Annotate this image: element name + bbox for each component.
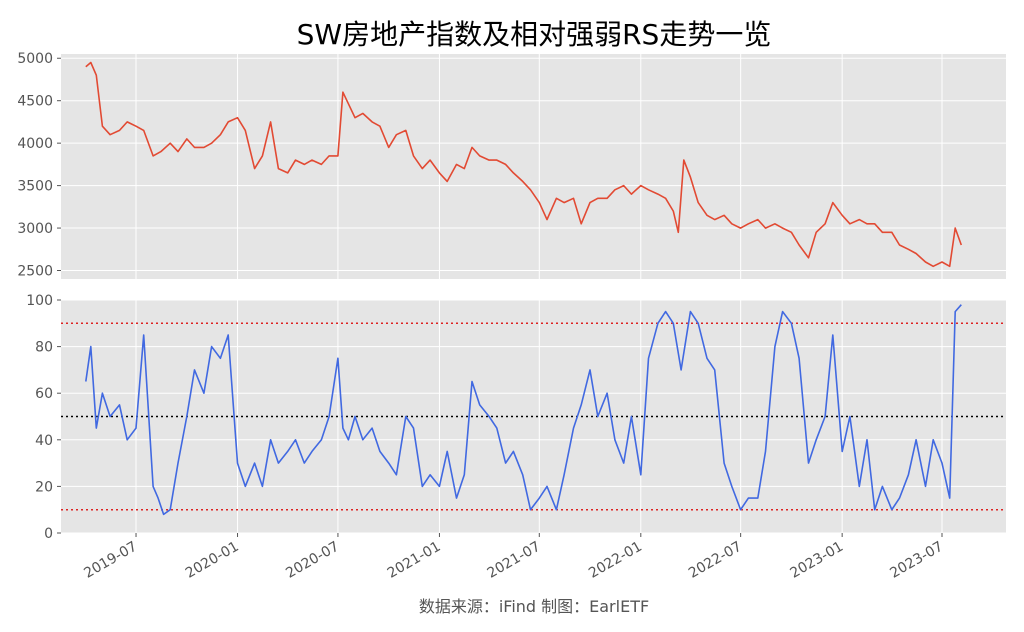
- x-tick-label: 2021-01: [385, 539, 444, 582]
- index-series: [85, 61, 963, 268]
- rs-y-tick-label: 40: [35, 433, 53, 449]
- x-tick-label: 2023-07: [887, 539, 946, 582]
- index-y-tick-label: 2500: [17, 264, 53, 280]
- rs-series: [85, 304, 962, 516]
- index-y-tick-label: 5000: [17, 51, 53, 67]
- index-y-ticks: 2500 3000 3500 4000 4500 5000: [17, 51, 61, 280]
- index-y-tick-label: 3000: [17, 221, 53, 237]
- x-tick-label: 2022-01: [586, 539, 645, 582]
- index-gridlines: [61, 54, 1006, 279]
- rs-y-tick-label: 100: [26, 293, 53, 309]
- rs-series-line: [85, 304, 962, 516]
- rs-y-tick-label: 80: [35, 340, 53, 356]
- x-tick-label: 2023-01: [787, 539, 846, 582]
- rs-y-tick-label: 20: [35, 479, 53, 495]
- index-y-tick-label: 4500: [17, 94, 53, 110]
- rs-y-ticks: 0 20 40 60 80 100: [26, 293, 61, 542]
- rs-y-tick-label: 60: [35, 386, 53, 402]
- index-plot-area: [61, 54, 1006, 279]
- index-y-tick-label: 3500: [17, 179, 53, 195]
- rs-y-tick-label: 0: [44, 526, 53, 542]
- rs-plot-area: [61, 300, 1006, 533]
- rs-gridlines: [61, 299, 1006, 534]
- x-tick-label: 2019-07: [81, 539, 140, 582]
- x-tick-label: 2020-01: [183, 539, 242, 582]
- index-y-tick-label: 4000: [17, 136, 53, 152]
- x-tick-label: 2020-07: [283, 539, 342, 582]
- index-series-line: [85, 61, 963, 268]
- x-tick-label: 2022-07: [686, 539, 745, 582]
- rs-x-ticks: 2019-07 2020-01 2020-07 2021-01 2021-07 2022-…: [81, 533, 946, 582]
- index-panel: 2500 3000 3500 4000 4500 5000: [17, 51, 1006, 280]
- x-tick-label: 2021-07: [485, 539, 544, 582]
- source-note: 数据来源：iFind 制图：EarlETF: [419, 597, 649, 616]
- chart-title: SW房地产指数及相对强弱RS走势一览: [297, 18, 772, 51]
- rs-panel: 0 20 40 60 80 100 2019-07 2020-01 2020-07 2021-0…: [26, 293, 1006, 582]
